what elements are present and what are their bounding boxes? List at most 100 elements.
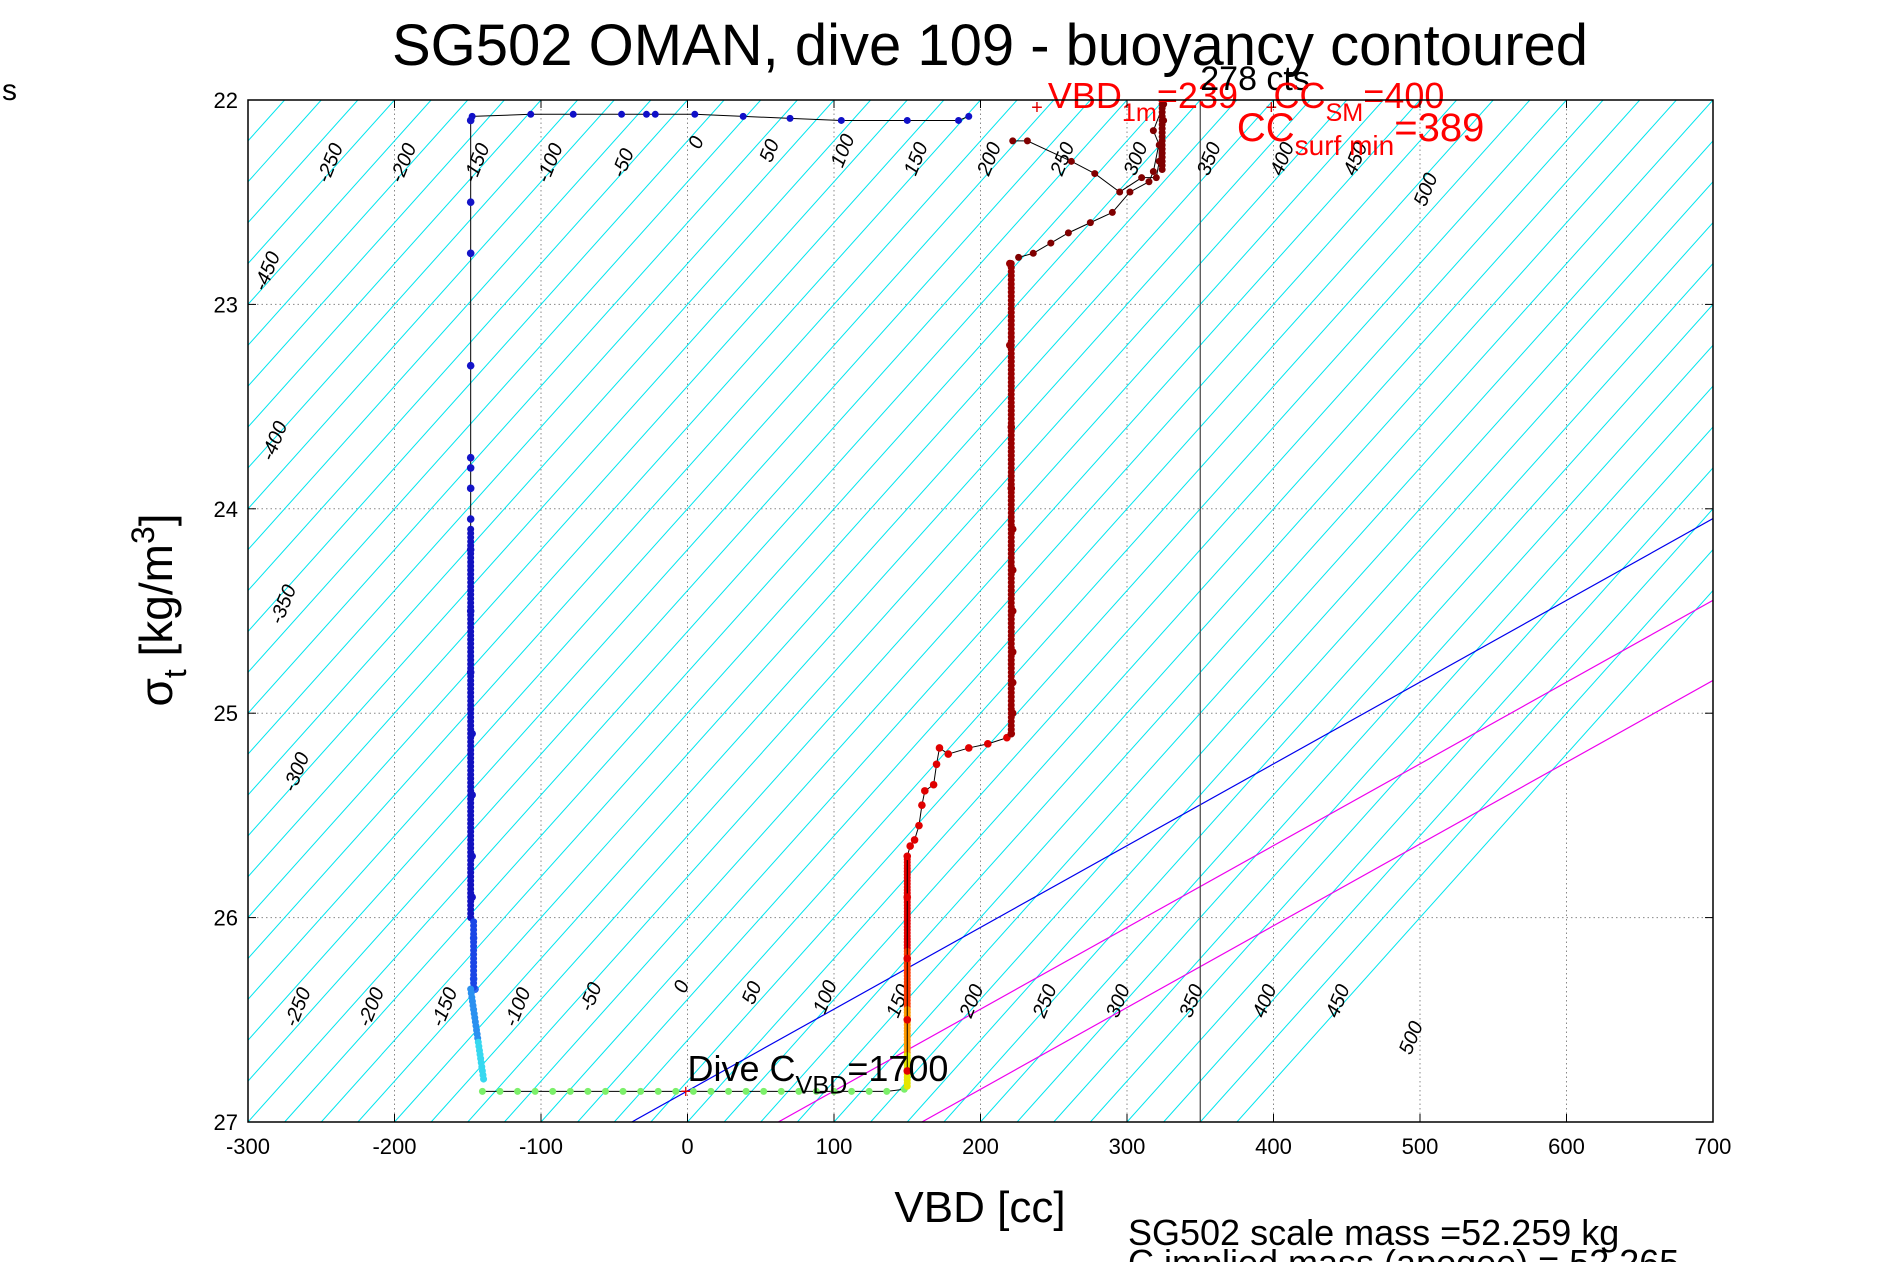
contour-line [248,100,615,510]
svg-text:σt [kg/m3]: σt [kg/m3] [125,513,193,706]
descent-point [786,114,794,122]
bottom-point [637,1087,645,1095]
cc-sm-annotation-main: CC [1274,75,1326,116]
ascent-step-point [984,740,992,748]
contour-label-top: 0 [684,133,709,152]
bottom-point [496,1087,504,1095]
contour-line [357,100,1274,1122]
descent-point [527,110,535,118]
ascent-step-point [935,744,944,752]
buoyancy-contours [248,100,1713,1122]
x-tick-label: 700 [1695,1134,1732,1159]
y-tick-label: 22 [214,88,238,113]
contour-line [248,100,1164,1122]
ascent-surface-column-point [1158,165,1166,173]
ascent-surface-point [1015,253,1023,261]
contour-line [906,221,1713,1122]
bottom-point [865,1087,873,1095]
ascent-step-point [903,954,912,963]
descent-point [691,110,699,118]
dive-cvbd-annotation-main: Dive C [688,1048,796,1089]
axis-ticks: -300 -200 -100 0 100 200 300 400 500 600 700222324… [214,88,1732,1159]
contour-line [248,100,945,878]
x-tick-label: 200 [962,1134,999,1159]
contour-line [797,100,1713,1122]
descent-column-point [466,198,475,206]
dive-cvbd-annotation-sub: VBD [796,1072,848,1100]
vbd-1m-annotation-sub: 1m [1122,99,1157,127]
bottom-point [795,1087,803,1095]
contour-label-top: -100 [532,140,567,185]
contour-label-bottom: -250 [280,985,315,1030]
contour-label-bottom: -200 [354,985,389,1030]
contour-line [248,100,395,265]
contour-label-bottom: 0 [670,978,695,997]
bottom-point [584,1087,592,1095]
ascent-surface-point [1086,219,1094,227]
ascent-step-point [903,852,912,861]
ascent-step-point [918,801,926,809]
descent-path [470,113,969,990]
contour-line [430,100,1348,1122]
bottom-point [601,1087,609,1095]
ascent-step-point [910,836,919,844]
contour-label-top: -150 [459,140,494,185]
ascent-surface-point [1023,137,1031,145]
vbd-1m-annotation: VBD1m=239 [1048,75,1238,127]
contour-line [870,181,1713,1122]
y-label-unit: [kg/m [130,544,182,669]
contour-label-top: -250 [313,140,348,185]
ascent-step-point [915,821,923,830]
contour-line [650,100,1567,1122]
contour-label-bottom: 300 [1102,982,1135,1021]
contour-label-bottom: 400 [1249,982,1282,1021]
contour-line [577,100,1494,1122]
dive-cvbd-annotation-value: =1700 [847,1048,948,1089]
contour-label-top: 200 [973,139,1006,179]
ascent-surface-point [1149,127,1157,135]
ascent-surface-point [1009,137,1017,145]
contour-line [723,100,1641,1122]
descent-point [569,110,577,118]
contour-line [248,100,871,796]
x-tick-label: -200 [372,1134,416,1159]
contour-line [613,100,1531,1122]
contour-line [980,303,1713,1122]
cc-sm-annotation: CCSM=400 [1274,75,1445,127]
contour-line [1163,508,1713,1122]
descent-point [642,110,650,118]
corner-label: s [2,74,17,107]
zero-buoyancy-line [631,517,1713,1122]
y-label-close: ] [130,513,182,526]
descent-column-point [466,484,475,493]
contour-label-bottom: 100 [809,978,842,1017]
contour-line [248,100,505,387]
descent-point [965,112,973,120]
contour-label-bottom: 500 [1395,1018,1428,1057]
dive-cvbd-annotation: Dive CVBD=1700 [688,1048,949,1100]
ascent-surface-point [1047,239,1055,247]
contour-line [1236,589,1713,1122]
cc-surf-min-annotation-main: CC [1237,106,1295,150]
ascent-right-marker [1008,607,1017,615]
ascent-step-point [944,750,953,758]
grid [247,99,1714,1123]
contour-line [467,100,1384,1122]
contour-label-bottom: 450 [1322,982,1355,1021]
ascent-right-marker [1006,341,1014,350]
ascent-right-marker [1007,729,1016,738]
contour-label-bottom: 250 [1028,982,1061,1022]
y-tick-label: 25 [214,701,238,726]
contour-line [248,100,578,469]
cc-sm-annotation-sub: SM [1326,99,1364,127]
contour-label-top: 100 [827,131,860,170]
vbd-1m-marker: + [1031,97,1043,119]
contour-line [248,100,688,592]
contour-line [248,100,1018,960]
ascent-surface-point [1145,178,1153,186]
y-tick-label: 26 [214,906,238,931]
contour-line [833,140,1713,1122]
contour-line [504,100,1421,1122]
